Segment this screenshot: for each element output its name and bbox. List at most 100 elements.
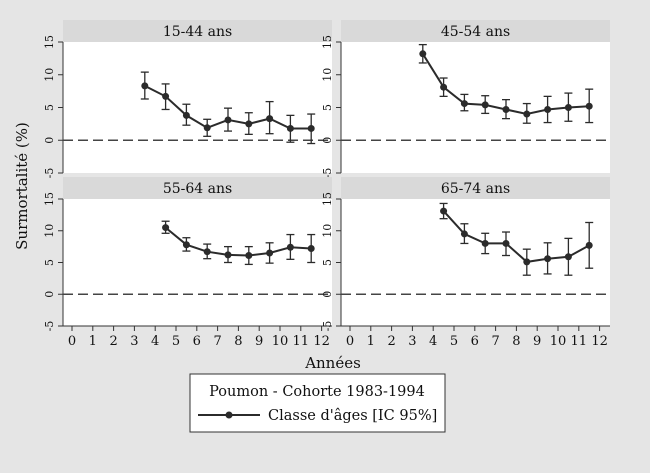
data-point <box>203 124 211 132</box>
data-point <box>585 241 593 249</box>
x-tick-label: 9 <box>533 334 541 349</box>
data-point <box>481 239 489 247</box>
data-point <box>481 101 489 109</box>
x-tick-label: 5 <box>172 334 180 349</box>
x-tick-label: 5 <box>450 334 458 349</box>
x-tick-label: 8 <box>234 334 242 349</box>
data-point <box>162 92 170 100</box>
y-tick-label: 10 <box>321 224 334 238</box>
x-tick-label: 1 <box>89 334 97 349</box>
x-tick-label: 10 <box>550 334 567 349</box>
y-tick-label: 0 <box>321 137 334 144</box>
data-point <box>419 50 427 58</box>
y-tick-label: 5 <box>43 104 56 111</box>
x-tick-label: 4 <box>151 334 159 349</box>
x-tick-label: 12 <box>591 334 608 349</box>
plot-area <box>63 199 332 326</box>
data-point <box>182 241 190 249</box>
x-tick-label: 4 <box>429 334 437 349</box>
y-tick-label: 0 <box>43 137 56 144</box>
data-point <box>544 105 552 113</box>
x-tick-label: 11 <box>571 334 588 349</box>
series-line <box>164 226 312 257</box>
data-point <box>182 111 190 119</box>
x-tick-label: 0 <box>68 334 76 349</box>
data-point <box>307 245 315 253</box>
data-point <box>564 104 572 111</box>
panel-title: 65-74 ans <box>441 181 510 197</box>
panel-title: 55-64 ans <box>163 181 232 197</box>
y-tick-label: 15 <box>43 35 56 49</box>
data-point <box>141 82 149 90</box>
x-tick-label: 3 <box>130 334 138 349</box>
x-tick-label: 3 <box>408 334 416 349</box>
x-tick-label: 9 <box>255 334 263 349</box>
panel-title: 45-54 ans <box>441 24 510 40</box>
data-point <box>224 251 232 259</box>
data-point <box>502 239 510 247</box>
plot-area <box>63 42 332 173</box>
y-tick-label: -5 <box>321 321 334 332</box>
legend-entry-label: Classe d'âges [IC 95%] <box>268 408 437 424</box>
data-point <box>440 207 448 215</box>
data-point <box>162 224 170 232</box>
y-tick-label: 15 <box>43 192 56 206</box>
x-tick-label: 12 <box>313 334 330 349</box>
data-point <box>307 124 315 132</box>
y-tick-label: 5 <box>321 259 334 266</box>
x-tick-label: 0 <box>346 334 354 349</box>
panel-2: 45-54 ans -5 0 5 10 15 <box>321 20 610 178</box>
panel-header <box>341 20 610 42</box>
x-axis-label: Années <box>304 354 361 372</box>
x-tick-label: 2 <box>387 334 395 349</box>
panel-header <box>63 20 332 42</box>
y-tick-label: 0 <box>321 291 334 298</box>
data-point <box>460 230 468 238</box>
panel-1: 15-44 ans -5 0 5 10 15 <box>43 20 332 178</box>
data-point <box>224 116 232 124</box>
legend-title: Poumon - Cohorte 1983-1994 <box>209 384 425 400</box>
y-tick-label: -5 <box>321 168 334 179</box>
x-tick-label: 8 <box>512 334 520 349</box>
y-tick-label: 10 <box>321 68 334 82</box>
data-point <box>460 100 468 108</box>
x-tick-label: 2 <box>109 334 117 349</box>
data-point <box>266 115 274 123</box>
data-point <box>502 105 510 113</box>
data-point <box>585 102 593 110</box>
panel-title: 15-44 ans <box>163 24 232 40</box>
panel-header <box>341 177 610 199</box>
data-point <box>286 243 294 251</box>
x-tick-label: 1 <box>367 334 375 349</box>
y-tick-label: 5 <box>321 104 334 111</box>
legend-marker-sample <box>225 411 233 419</box>
x-tick-label: 6 <box>471 334 479 349</box>
plot-area <box>341 199 610 326</box>
data-point <box>523 258 531 266</box>
y-axis-label: Surmortalité (%) <box>13 122 31 250</box>
y-tick-label: 10 <box>43 224 56 238</box>
x-tick-label: 10 <box>272 334 289 349</box>
x-tick-label: 11 <box>293 334 310 349</box>
data-point <box>245 252 253 260</box>
legend: Poumon - Cohorte 1983-1994 Classe d'âges… <box>189 373 446 433</box>
x-tick-label: 7 <box>491 334 499 349</box>
y-tick-label: 5 <box>43 259 56 266</box>
y-tick-label: 15 <box>321 192 334 206</box>
data-point <box>564 253 572 261</box>
y-tick-label: -5 <box>43 168 56 179</box>
data-point <box>544 255 552 263</box>
data-point <box>523 110 531 118</box>
y-tick-label: 15 <box>321 35 334 49</box>
y-tick-label: -5 <box>43 321 56 332</box>
y-tick-label: 10 <box>43 68 56 82</box>
data-point <box>440 83 448 91</box>
y-tick-label: 0 <box>43 291 56 298</box>
data-point <box>203 248 211 256</box>
data-point <box>245 120 253 128</box>
legend-box <box>189 373 446 433</box>
